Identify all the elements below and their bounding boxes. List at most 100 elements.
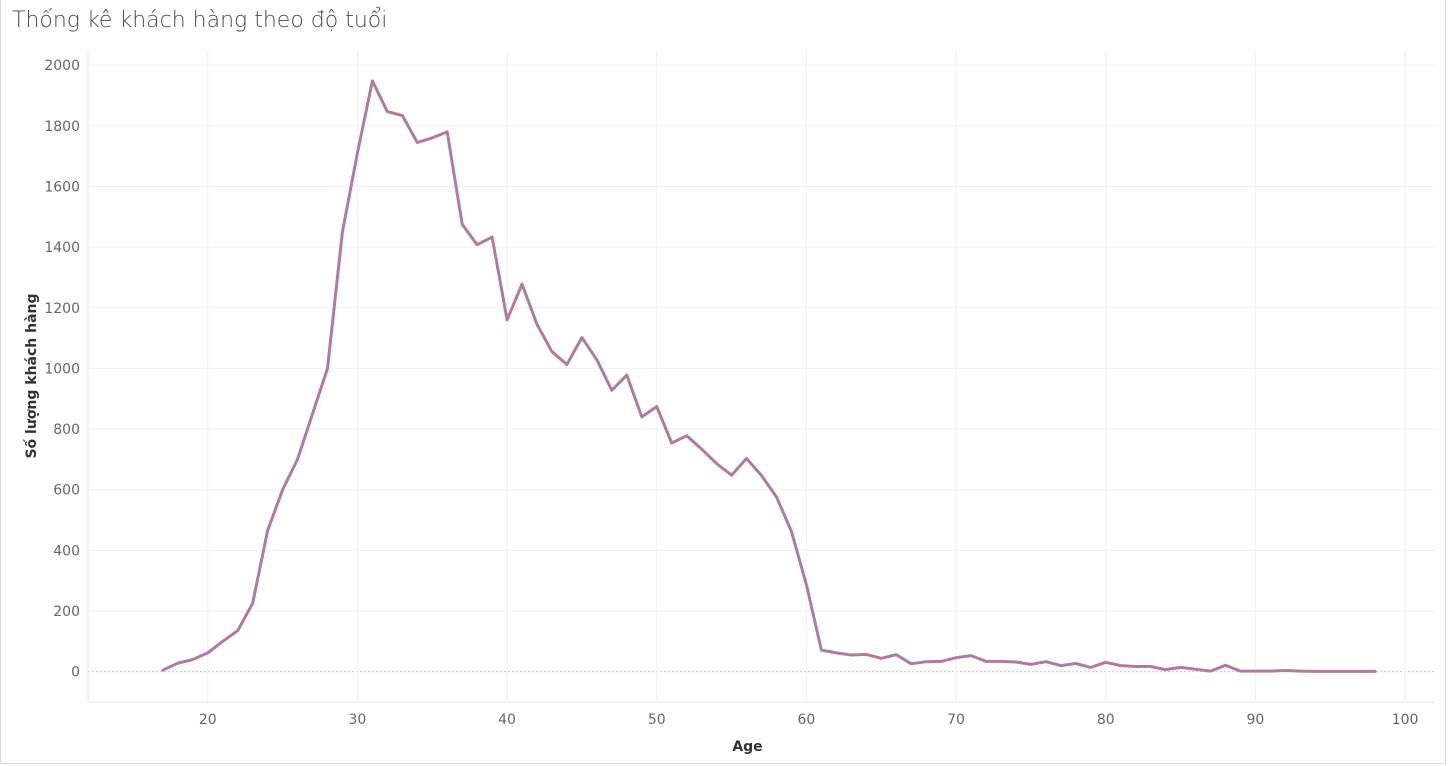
data-point [880,657,883,660]
data-point [161,669,164,672]
data-point [281,488,284,491]
data-point [1089,666,1092,669]
data-point [1149,665,1152,668]
data-point [700,448,703,451]
y-tick-label: 1800 [44,119,80,135]
y-tick-label: 1400 [44,240,80,256]
x-tick-label: 60 [797,712,815,728]
data-point [371,79,374,82]
data-point [940,660,943,663]
grid-layer [88,50,1435,702]
data-point [1059,664,1062,667]
data-point [221,640,224,643]
data-point [1179,666,1182,669]
data-point [446,130,449,133]
data-point [985,660,988,663]
y-tick-label: 1600 [44,179,80,195]
data-point [790,530,793,533]
data-point [685,434,688,437]
data-point [670,442,673,445]
data-point [326,367,329,370]
data-point [1329,670,1332,673]
x-tick-label: 40 [498,712,516,728]
data-point [191,658,194,661]
x-tick-label: 20 [199,712,217,728]
data-point [820,649,823,652]
data-point [1074,662,1077,665]
data-point [1239,670,1242,673]
data-point [865,653,868,656]
data-point [625,374,628,377]
data-point [1134,665,1137,668]
axis-layer: 0 200 400 600 800 1000 1200 1400 1600 1800 2000 20 3… [44,50,1435,728]
y-tick-label: 200 [53,604,80,620]
data-point [730,474,733,477]
data-point [895,653,898,656]
data-point [386,110,389,113]
data-point [1224,664,1227,667]
data-point [1344,670,1347,673]
data-point [506,318,509,321]
data-point [1029,663,1032,666]
data-point [610,389,613,392]
data-point [925,660,928,663]
data-point [551,350,554,353]
data-point [236,629,239,632]
data-point [1269,670,1272,673]
data-point [356,152,359,155]
data-point [1254,670,1257,673]
data-point [491,236,494,239]
series-line [161,79,1377,673]
data-point [416,141,419,144]
data-point [595,358,598,361]
data-point [1284,669,1287,672]
data-point [1044,660,1047,663]
data-point [431,136,434,139]
data-point [1299,670,1302,673]
y-tick-label: 1200 [44,301,80,317]
data-point [775,496,778,499]
x-tick-label: 100 [1392,712,1419,728]
data-point [835,651,838,654]
x-tick-label: 80 [1097,712,1115,728]
data-point [1194,668,1197,671]
data-point [1314,670,1317,673]
data-point [1374,670,1377,673]
data-point [1359,670,1362,673]
data-point [805,583,808,586]
x-tick-label: 30 [348,712,366,728]
data-point [1209,670,1212,673]
data-point [655,405,658,408]
data-point [476,243,479,246]
y-tick-label: 600 [53,483,80,499]
data-point [1000,660,1003,663]
data-point [1014,661,1017,664]
y-tick-label: 0 [71,665,80,681]
x-tick-label: 50 [648,712,666,728]
data-point [176,662,179,665]
data-point [1119,664,1122,667]
data-point [251,602,254,605]
x-tick-label: 70 [947,712,965,728]
data-point [206,651,209,654]
data-point [760,474,763,477]
y-tick-label: 800 [53,422,80,438]
data-point [850,654,853,657]
x-tick-label: 90 [1246,712,1264,728]
data-point [341,231,344,234]
data-point [536,323,539,326]
data-point [640,415,643,418]
data-point [311,412,314,415]
data-point [1164,668,1167,671]
data-point [266,529,269,532]
y-axis-title: Số lượng khách hàng [23,293,40,458]
x-axis-title: Age [732,739,762,755]
data-point [580,336,583,339]
data-point [565,363,568,366]
data-point [1104,661,1107,664]
data-point [910,662,913,665]
series-layer [161,79,1377,673]
data-point [521,283,524,286]
